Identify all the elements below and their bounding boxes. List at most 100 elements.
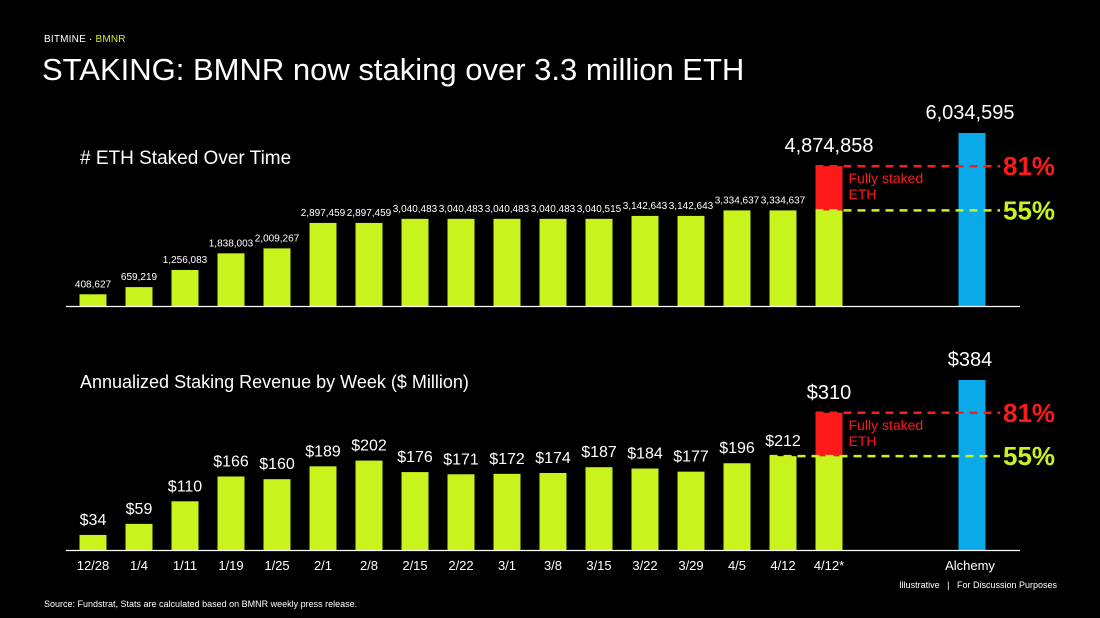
chart-2-bar-7 <box>401 472 429 550</box>
chart-2-bar-0 <box>79 534 107 550</box>
chart-1-value-label-2: 1,256,083 <box>163 255 208 266</box>
brand-label: BITMINE · BMNR <box>44 34 126 45</box>
chart-2-value-label-8: $171 <box>443 451 479 468</box>
chart-1-bar-16 <box>815 210 843 306</box>
chart-2-value-label-2: $110 <box>168 478 203 495</box>
chart-1-value-label-4: 2,009,267 <box>255 233 300 244</box>
x-tick-label-16: 4/12* <box>814 558 844 573</box>
chart-1-bar-3 <box>217 253 245 306</box>
chart-2-bar-15 <box>769 456 797 550</box>
chart-1-value-label-14: 3,334,637 <box>715 195 760 206</box>
x-tick-label-alchemy: Alchemy <box>945 558 995 573</box>
chart-1-alchemy-value: 6,034,595 <box>926 102 1015 124</box>
chart-2-value-label-7: $176 <box>397 449 433 466</box>
brand-name: BITMINE <box>44 34 86 45</box>
chart-1-bar-8 <box>447 218 475 306</box>
chart-2-value-label-15: $212 <box>765 433 801 450</box>
x-tick-label-4: 1/25 <box>264 558 289 573</box>
chart-2-alchemy-bar <box>958 380 986 550</box>
chart-2-bar-5 <box>309 466 337 550</box>
chart-2-value-label-6: $202 <box>351 438 387 455</box>
chart-2-bar-16 <box>815 456 843 550</box>
chart-1-bar-1 <box>125 287 153 306</box>
chart-2-value-label-14: $196 <box>719 440 755 457</box>
source-note: Source: Fundstrat, Stats are calculated … <box>44 599 358 609</box>
chart-2-bar-11 <box>585 467 613 550</box>
chart-1-alchemy-bar <box>958 133 986 306</box>
chart-2-value-label-11: $187 <box>581 444 617 461</box>
x-tick-label-9: 3/1 <box>498 558 516 573</box>
x-tick-label-3: 1/19 <box>218 558 243 573</box>
chart-2-value-label-9: $172 <box>489 451 525 468</box>
x-tick-label-2: 1/11 <box>173 558 197 573</box>
chart-1-value-label-10: 3,040,483 <box>531 204 576 215</box>
chart-1-value-label-15: 3,334,637 <box>761 195 806 206</box>
chart-2-bar-6 <box>355 460 383 550</box>
chart-2-title: Annualized Staking Revenue by Week ($ Mi… <box>80 372 469 392</box>
chart-1-bar-0 <box>79 294 107 306</box>
x-tick-label-14: 4/5 <box>728 558 746 573</box>
chart-1-bar-4 <box>263 248 291 306</box>
chart-2-value-label-13: $177 <box>673 449 709 466</box>
chart-1-bar-14 <box>723 210 751 306</box>
chart-2-bar-10 <box>539 472 567 550</box>
chart-2-bar-8 <box>447 474 475 550</box>
chart-1-bar-13 <box>677 215 705 306</box>
chart-2-value-label-5: $189 <box>305 443 341 460</box>
x-tick-label-12: 3/22 <box>632 558 657 573</box>
chart-1-bar-15 <box>769 210 797 306</box>
chart-1-bar-9 <box>493 218 521 306</box>
chart-1-value-label-0: 408,627 <box>75 279 112 290</box>
chart-1-value-label-1: 659,219 <box>121 272 158 283</box>
chart-2-bar-12 <box>631 468 659 550</box>
chart-2-bar-2 <box>171 501 199 550</box>
chart-1-bar-11 <box>585 218 613 306</box>
chart-2-alchemy-value: $384 <box>948 349 993 371</box>
chart-2-value-label-3: $166 <box>213 454 249 471</box>
chart-2-pct55-label: 55% <box>1003 441 1055 471</box>
chart-1-bar-5 <box>309 222 337 306</box>
chart-2-fully-staked-text-line1: Fully staked <box>849 417 924 433</box>
chart-1-value-label-5: 2,897,459 <box>301 208 346 219</box>
chart-2-value-label-12: $184 <box>627 446 663 463</box>
x-tick-label-1: 1/4 <box>130 558 148 573</box>
chart-1-pct81-label: 81% <box>1003 151 1055 181</box>
chart-2-bar-1 <box>125 523 153 550</box>
x-tick-label-13: 3/29 <box>678 558 703 573</box>
chart-2-fully-staked-text-line2: ETH <box>849 433 877 449</box>
chart-1-value-label-13: 3,142,643 <box>669 201 714 212</box>
chart-2-value-label-1: $59 <box>126 501 153 518</box>
x-tick-label-8: 2/22 <box>448 558 473 573</box>
chart-1-value-label-9: 3,040,483 <box>485 204 530 215</box>
x-tick-label-6: 2/8 <box>360 558 378 573</box>
chart-1-value-label-3: 1,838,003 <box>209 238 254 249</box>
x-tick-label-5: 2/1 <box>314 558 332 573</box>
chart-2-fully-staked-value: $310 <box>807 382 852 404</box>
chart-2-pct81-label: 81% <box>1003 398 1055 428</box>
disclaimer-note: Illustrative | For Discussion Purposes <box>899 580 1057 590</box>
chart-2-fully-staked-bar <box>815 412 843 457</box>
chart-1-fully-staked-value: 4,874,858 <box>785 135 874 157</box>
page-title: STAKING: BMNR now staking over 3.3 milli… <box>42 52 745 87</box>
brand-separator: · <box>85 34 96 45</box>
x-tick-label-7: 2/15 <box>402 558 427 573</box>
x-tick-label-0: 12/28 <box>77 558 110 573</box>
chart-2-value-label-0: $34 <box>80 512 107 529</box>
chart-1-value-label-6: 2,897,459 <box>347 208 392 219</box>
chart-1-value-label-8: 3,040,483 <box>439 204 484 215</box>
chart-2-bar-3 <box>217 476 245 550</box>
chart-1-bar-7 <box>401 218 429 306</box>
chart-1-bar-2 <box>171 269 199 306</box>
x-tick-label-11: 3/15 <box>586 558 611 573</box>
chart-1-value-label-11: 3,040,515 <box>577 204 622 215</box>
chart-1-title: # ETH Staked Over Time <box>80 148 291 169</box>
chart-1-value-label-12: 3,142,643 <box>623 201 668 212</box>
chart-1-fully-staked-bar <box>815 166 843 211</box>
chart-2-bar-4 <box>263 479 291 550</box>
chart-1-value-label-7: 3,040,483 <box>393 204 438 215</box>
chart-2-value-label-10: $174 <box>535 450 571 467</box>
x-tick-label-15: 4/12 <box>770 558 795 573</box>
x-tick-label-10: 3/8 <box>544 558 562 573</box>
chart-1-bar-12 <box>631 215 659 306</box>
